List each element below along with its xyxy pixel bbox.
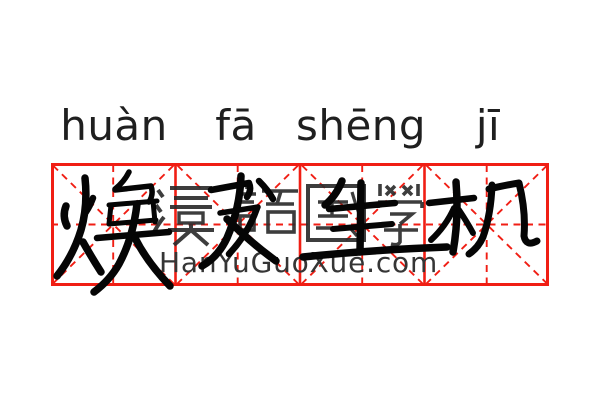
watermark-domain-text: HanYuGuoXue.com (159, 246, 439, 279)
watermark-glyph-xue (376, 184, 424, 247)
grid-borders (51, 163, 549, 286)
pinyin-syllable-sheng: shēng (295, 101, 427, 150)
pinyin-syllable-huan: huàn (60, 101, 168, 150)
hidden-text-data: 焕 发 生 机 漢語國學 (0, 0, 1, 1)
pinyin-syllable-fa: fā (215, 101, 257, 150)
watermark-glyph-han (152, 186, 214, 247)
watermark-cjk-logo (152, 184, 424, 247)
watermark-glyph-yu (238, 184, 298, 234)
watermark-glyph-guo (306, 184, 366, 242)
pinyin-syllable-ji: jī (475, 101, 501, 150)
